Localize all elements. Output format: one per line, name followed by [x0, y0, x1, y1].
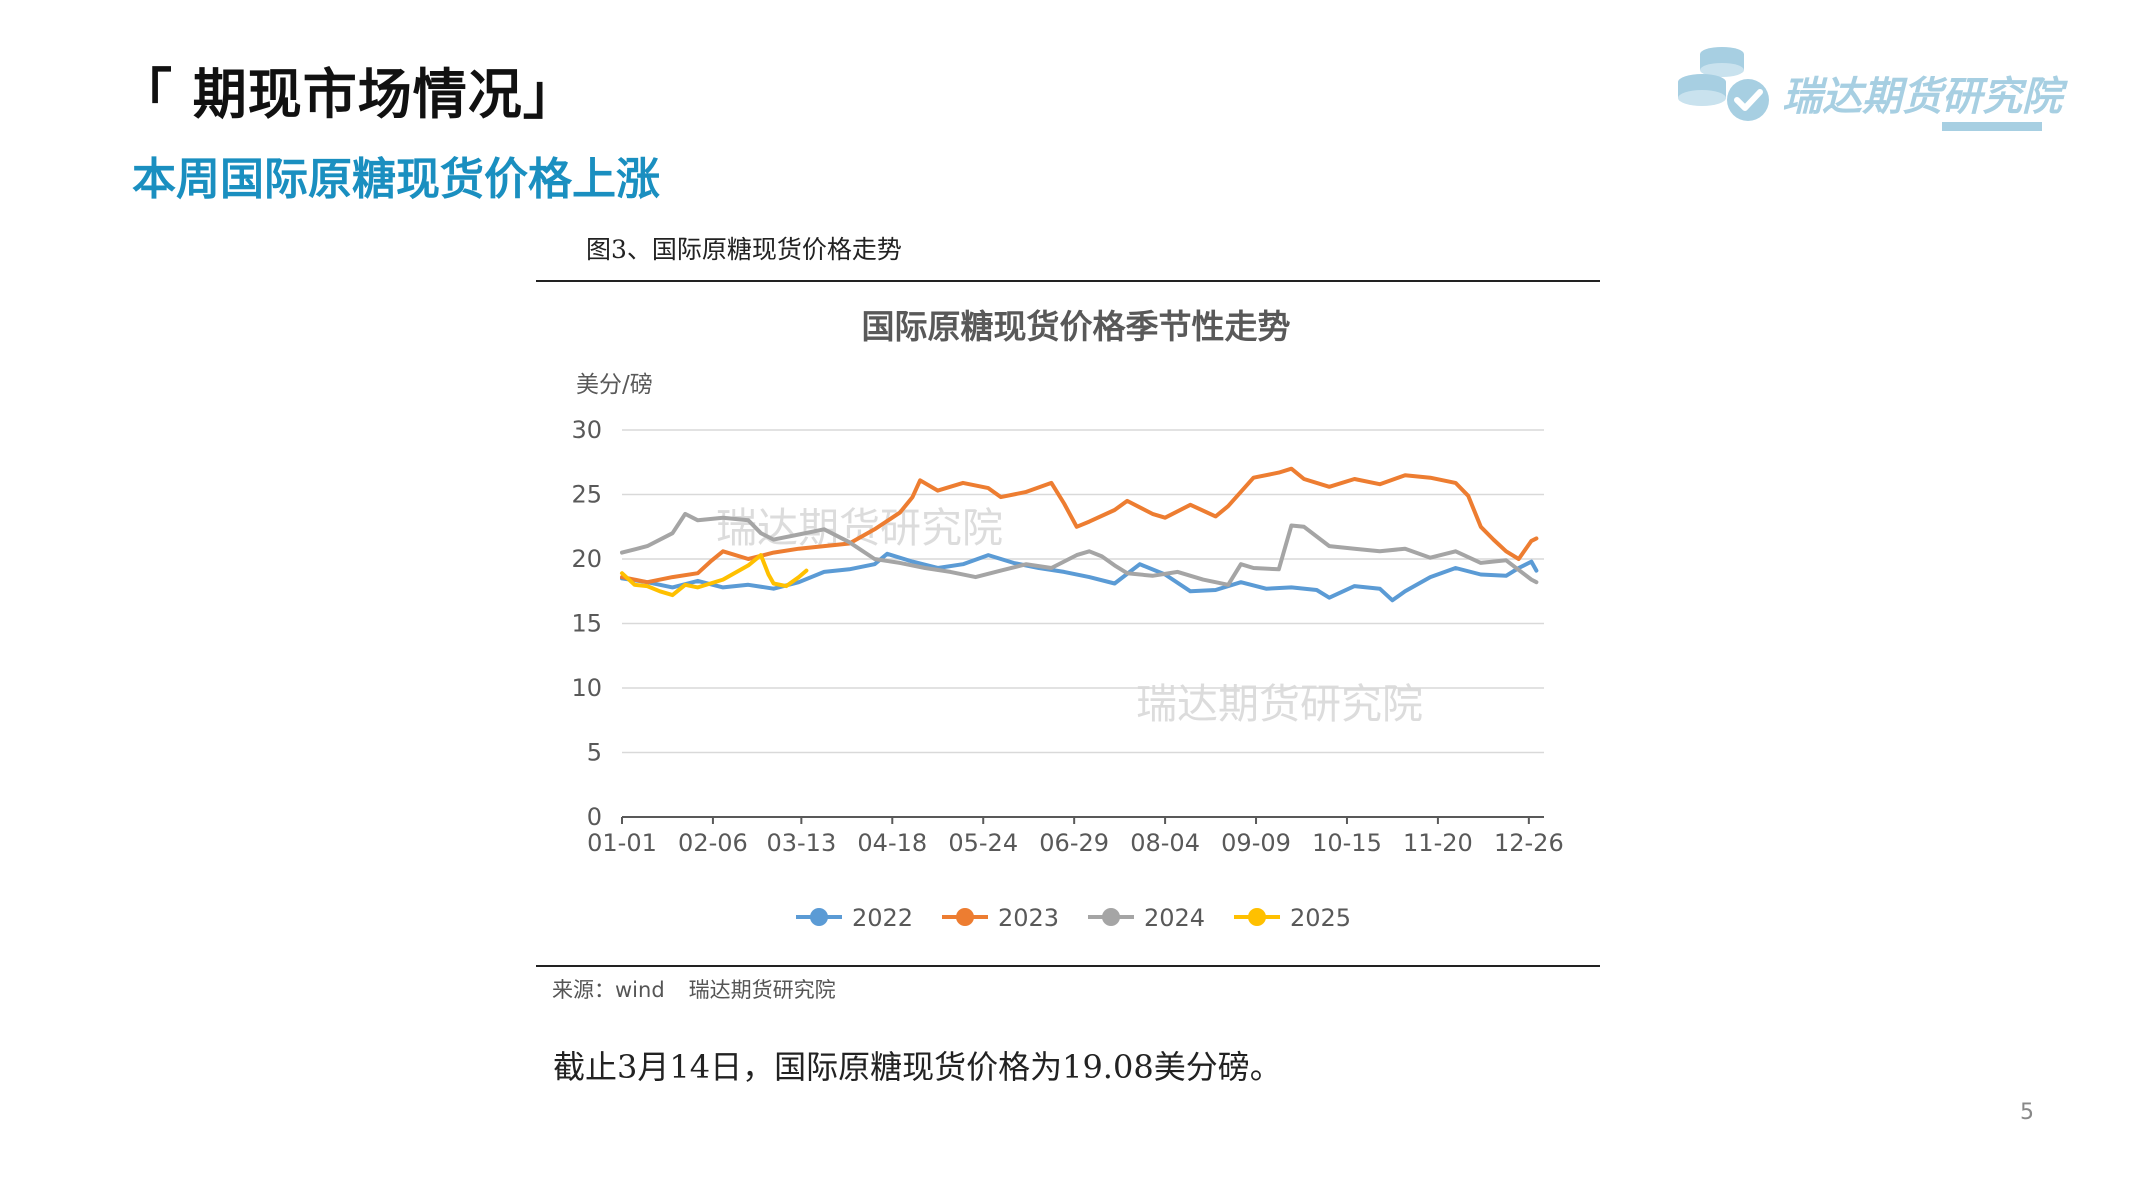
y-tick-label-20: 20	[571, 545, 602, 573]
watermark-lower: 瑞达期货研究院	[1136, 680, 1423, 728]
legend-marker-2022	[810, 908, 828, 926]
x-tick-label-12-26: 12-26	[1494, 829, 1564, 857]
caption-rule	[536, 280, 1600, 282]
series-line-2024	[620, 511, 1539, 587]
logo: 瑞达期货研究院	[1670, 42, 2062, 134]
y-tick-label-25: 25	[571, 481, 602, 509]
series-line-2022	[620, 551, 1539, 603]
coins-logo-icon	[1678, 47, 1769, 121]
chart-title: 国际原糖现货价格季节性走势	[862, 307, 1291, 346]
y-axis: 0 5 10 15 20 25 30	[571, 416, 602, 831]
x-tick-label-09-09: 09-09	[1221, 829, 1291, 857]
source-label: 来源：wind	[552, 978, 665, 1002]
source-org: 瑞达期货研究院	[688, 978, 836, 1002]
x-tick-label-05-24: 05-24	[948, 829, 1018, 857]
price-line-chart: 国际原糖现货价格季节性走势 美分/磅 瑞达期货研究院 瑞达期货研究院 0 5 10 1…	[571, 307, 1564, 932]
y-tick-label-10: 10	[571, 674, 602, 702]
y-tick-label-5: 5	[587, 739, 602, 767]
series-line-2025	[620, 553, 809, 598]
page-number: 5	[2020, 1100, 2034, 1125]
legend-label-2022: 2022	[852, 904, 913, 932]
x-axis: 01-01 02-06 03-13 04-18 05-24 06-29 08-04 09-09…	[587, 816, 1564, 857]
section-title: 「 期现市场情况」	[118, 63, 578, 126]
y-axis-label: 美分/磅	[576, 372, 653, 398]
series-lines	[620, 466, 1539, 603]
series-line-2023	[620, 466, 1539, 585]
logo-text: 瑞达期货研究院	[1782, 74, 2062, 120]
grid-lines	[622, 429, 1544, 754]
y-tick-label-15: 15	[571, 610, 602, 638]
legend-label-2025: 2025	[1290, 904, 1351, 932]
source-line: 来源：wind 瑞达期货研究院	[552, 974, 836, 1004]
x-tick-label-11-20: 11-20	[1403, 829, 1473, 857]
legend-marker-2024	[1102, 908, 1120, 926]
x-tick-label-02-06: 02-06	[678, 829, 748, 857]
source-rule	[536, 965, 1600, 967]
legend-marker-2023	[956, 908, 974, 926]
summary-note: 截止3月14日，国际原糖现货价格为19.08美分磅。	[553, 1048, 1282, 1086]
y-tick-label-0: 0	[587, 803, 602, 831]
legend-marker-2025	[1248, 908, 1266, 926]
x-tick-label-01-01: 01-01	[587, 829, 657, 857]
legend-label-2023: 2023	[998, 904, 1059, 932]
x-tick-label-10-15: 10-15	[1312, 829, 1382, 857]
x-tick-label-08-04: 08-04	[1130, 829, 1200, 857]
legend: 2022 2023 2024 2025	[796, 904, 1351, 932]
x-tick-label-03-13: 03-13	[766, 829, 836, 857]
figure-caption: 图3、国际原糖现货价格走势	[586, 235, 902, 264]
watermark-upper: 瑞达期货研究院	[716, 504, 1003, 552]
legend-label-2024: 2024	[1144, 904, 1205, 932]
subtitle: 本周国际原糖现货价格上涨	[132, 154, 660, 205]
x-tick-label-06-29: 06-29	[1039, 829, 1109, 857]
logo-underline	[1942, 122, 2042, 131]
x-tick-label-04-18: 04-18	[857, 829, 927, 857]
y-tick-label-30: 30	[571, 416, 602, 444]
